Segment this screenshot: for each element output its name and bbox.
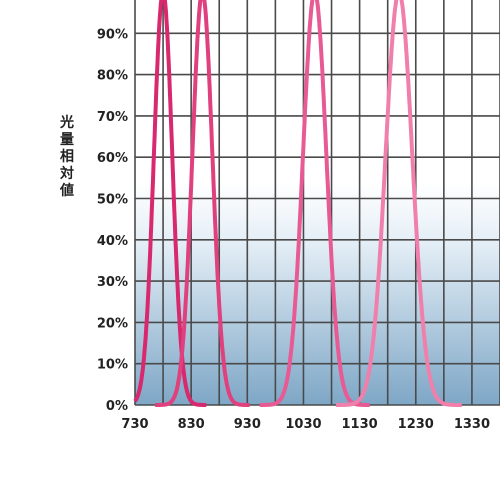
series-line-peak-1 (133, 0, 208, 407)
series-line-peak-4 (334, 0, 464, 407)
x-tick-label: 1230 (398, 417, 434, 432)
x-tick-label: 930 (234, 417, 261, 432)
y-axis-label-char: 値 (59, 182, 74, 199)
y-tick-label: 70% (97, 110, 128, 125)
y-tick-label: 100% (88, 0, 128, 1)
y-axis-label-char: 量 (60, 132, 74, 148)
x-tick-label: 730 (121, 417, 148, 432)
y-tick-label: 0% (106, 399, 128, 414)
x-tick-labels: 730 830 930 1030 1130 1230 1330 (121, 417, 490, 432)
x-tick-label: 1030 (285, 417, 321, 432)
y-tick-label: 40% (97, 234, 128, 249)
curves (133, 0, 464, 407)
x-tick-label: 1330 (454, 417, 490, 432)
x-tick-label: 1130 (342, 417, 378, 432)
y-axis-label-char: 対 (59, 165, 74, 182)
y-tick-labels: 0% 10% 20% 30% 40% 50% 60% 70% 80% 90% 100% (88, 0, 128, 414)
y-axis-label-char: 相 (60, 148, 74, 165)
y-tick-label: 20% (97, 316, 128, 331)
series-line-peak-2 (153, 0, 251, 407)
y-tick-label: 50% (97, 193, 128, 208)
series-line-peak-3 (258, 0, 372, 407)
y-tick-label: 90% (97, 27, 128, 42)
y-tick-label: 60% (97, 151, 128, 166)
y-axis-label-char: 光 (59, 114, 74, 131)
y-tick-label: 30% (97, 275, 128, 290)
y-tick-label: 10% (97, 358, 128, 373)
y-tick-label: 80% (97, 69, 128, 84)
x-tick-label: 830 (178, 417, 205, 432)
